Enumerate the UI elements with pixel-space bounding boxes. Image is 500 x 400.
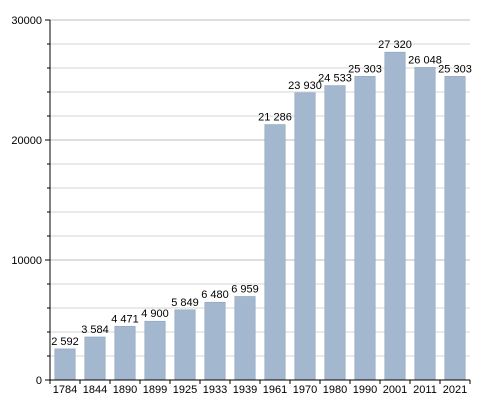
- bar: [144, 320, 166, 381]
- x-tick-label: 1899: [143, 384, 167, 396]
- labels: 2 592 1784 3 584 1844 4 471 1890 4 900 1899 5 84…: [11, 15, 471, 396]
- data-label: 3 584: [81, 324, 109, 336]
- data-label: 6 959: [231, 283, 259, 295]
- data-label: 27 320: [378, 39, 412, 51]
- x-tick-label: 1925: [173, 384, 197, 396]
- y-tick-label: 0: [36, 375, 42, 387]
- bar: [294, 92, 316, 381]
- data-label: 26 048: [408, 54, 442, 66]
- bar: [444, 76, 466, 381]
- data-label: 24 533: [318, 73, 352, 85]
- data-label: 25 303: [438, 63, 472, 75]
- x-tick-label: 1933: [203, 384, 227, 396]
- bar: [234, 296, 256, 381]
- bar: [174, 309, 196, 381]
- data-label: 23 930: [288, 80, 322, 92]
- data-label: 2 592: [51, 336, 79, 348]
- bar: [414, 67, 436, 381]
- data-label: 6 480: [201, 289, 229, 301]
- x-tick-label: 1844: [83, 384, 107, 396]
- x-tick-label: 1939: [233, 384, 257, 396]
- x-tick-label: 1980: [323, 384, 347, 396]
- data-label: 4 900: [141, 308, 169, 320]
- x-tick-label: 1961: [263, 384, 287, 396]
- axes: [45, 19, 471, 384]
- bar: [204, 301, 226, 381]
- bar: [354, 76, 376, 381]
- bar: [264, 124, 286, 381]
- x-tick-label: 2001: [383, 384, 407, 396]
- gridlines: [50, 19, 470, 357]
- bar: [324, 85, 346, 381]
- y-tick-label: 10000: [11, 255, 42, 267]
- bar: [384, 51, 406, 381]
- y-tick-label: 20000: [11, 135, 42, 147]
- data-label: 5 849: [171, 297, 199, 309]
- data-label: 21 286: [258, 112, 292, 124]
- x-tick-label: 2011: [413, 384, 437, 396]
- data-label: 25 303: [348, 63, 382, 75]
- data-label: 4 471: [111, 313, 139, 325]
- bar: [114, 326, 136, 381]
- bars: [54, 51, 466, 381]
- bar: [54, 348, 76, 381]
- x-tick-label: 1784: [53, 384, 77, 396]
- y-tick-label: 30000: [11, 15, 42, 27]
- x-tick-label: 1970: [293, 384, 317, 396]
- x-tick-label: 2021: [443, 384, 467, 396]
- bar: [84, 336, 106, 381]
- x-tick-label: 1890: [113, 384, 137, 396]
- x-tick-label: 1990: [353, 384, 377, 396]
